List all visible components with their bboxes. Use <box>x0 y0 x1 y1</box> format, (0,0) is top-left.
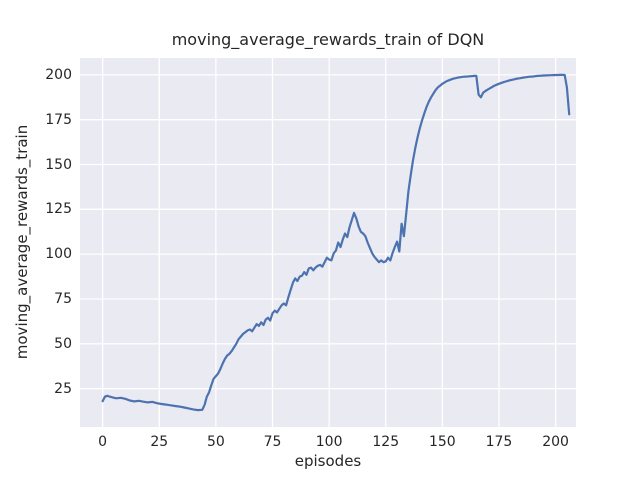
x-tick-label: 25 <box>150 434 169 450</box>
y-tick-label: 75 <box>54 290 72 307</box>
x-tick-label: 150 <box>428 434 456 450</box>
x-tick-label: 0 <box>98 434 108 450</box>
y-tick-label: 100 <box>45 246 72 263</box>
y-tick-label: 50 <box>54 335 72 352</box>
y-tick-label: 125 <box>45 201 72 218</box>
x-tick-label: 175 <box>485 434 513 450</box>
x-tick-label: 50 <box>206 434 225 450</box>
x-tick-label: 200 <box>542 434 569 450</box>
gridlines <box>80 58 576 427</box>
data-line <box>101 73 571 412</box>
y-tick-label: 25 <box>54 380 72 397</box>
y-axis-label: moving_average_rewards_train <box>13 124 31 360</box>
y-tick-label: 200 <box>45 66 72 83</box>
x-tick-label: 100 <box>315 434 343 450</box>
plot-area <box>80 58 576 427</box>
y-tick-label: 175 <box>45 111 72 128</box>
x-tick-label: 125 <box>372 434 400 450</box>
y-tick-label: 150 <box>45 156 72 173</box>
chart-title: moving_average_rewards_train of DQN <box>171 30 485 49</box>
x-axis-label: episodes <box>294 452 362 470</box>
x-tick-label: 75 <box>263 434 282 450</box>
